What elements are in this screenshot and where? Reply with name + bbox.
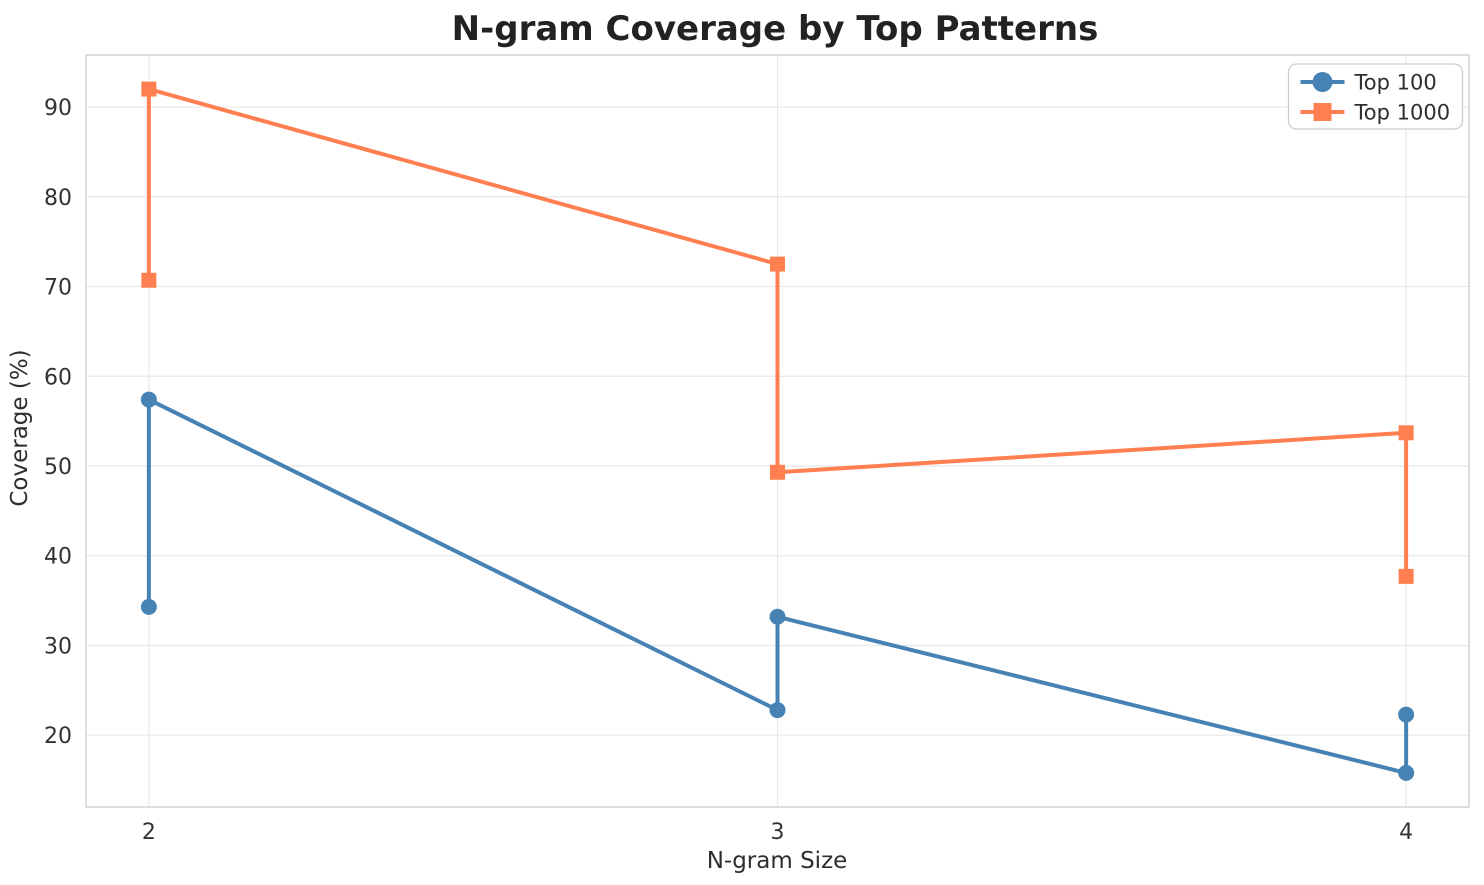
y-tick-label: 40 xyxy=(44,545,72,570)
data-point-square xyxy=(141,272,157,288)
y-tick-label: 50 xyxy=(44,455,72,480)
data-point-circle xyxy=(769,702,786,719)
y-axis-label: Coverage (%) xyxy=(7,349,33,506)
data-point-square xyxy=(770,464,785,480)
x-tick-label: 2 xyxy=(142,820,156,845)
legend-marker-square xyxy=(1313,103,1332,121)
data-point-square xyxy=(1398,568,1414,584)
y-tick-label: 80 xyxy=(44,186,72,211)
y-tick-label: 90 xyxy=(44,96,72,121)
x-tick-label: 4 xyxy=(1399,820,1413,845)
data-point-circle xyxy=(140,391,157,408)
legend: Top 100 Top 1000 xyxy=(1287,63,1464,130)
legend-label: Top 100 xyxy=(1354,71,1437,95)
y-tick-label: 30 xyxy=(44,634,72,659)
legend-marker-circle xyxy=(1312,72,1333,92)
x-axis-label: N-gram Size xyxy=(707,848,848,874)
series-line-top-100 xyxy=(146,397,1409,775)
data-point-circle xyxy=(1398,706,1415,723)
y-tick-label: 20 xyxy=(44,724,72,749)
data-point-square xyxy=(141,81,157,97)
x-tick-labels: 2 3 4 xyxy=(142,820,1413,845)
data-point-square xyxy=(1398,425,1414,441)
data-point-circle xyxy=(140,598,157,615)
data-point-circle xyxy=(1398,764,1415,781)
y-tick-label: 70 xyxy=(44,276,72,301)
legend-label: Top 1000 xyxy=(1354,101,1451,125)
chart-title: N-gram Coverage by Top Patterns xyxy=(452,9,1099,49)
data-point-square xyxy=(770,256,785,272)
y-tick-label: 60 xyxy=(44,365,72,390)
x-tick-label: 3 xyxy=(771,820,785,845)
series-line-top-1000 xyxy=(146,87,1409,579)
y-tick-labels: 20 30 40 50 60 70 80 90 xyxy=(44,96,72,749)
plot-border xyxy=(85,54,1470,808)
data-point-circle xyxy=(769,608,786,625)
series-layer xyxy=(140,81,1415,781)
